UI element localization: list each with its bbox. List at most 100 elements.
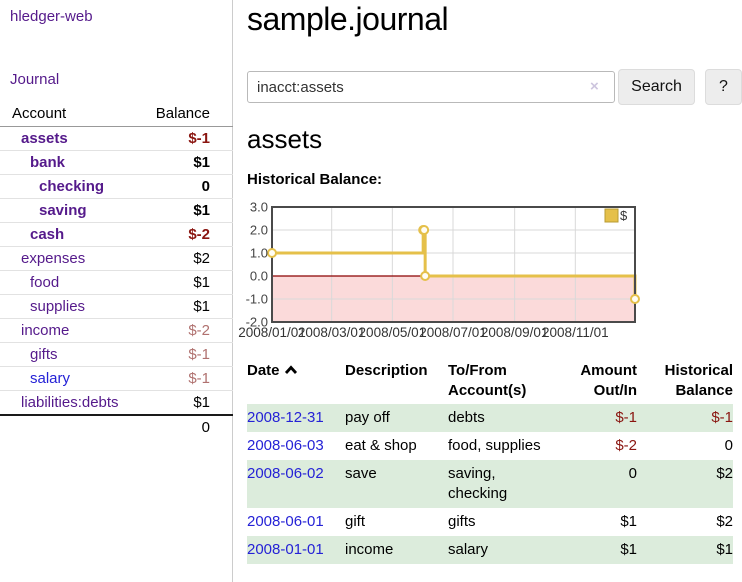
x-axis-tick-label: 2008/07/01 <box>419 325 487 340</box>
account-link[interactable]: bank <box>30 154 66 171</box>
register-accounts: debts <box>448 409 485 426</box>
register-description: eat & shop <box>345 437 417 454</box>
sidebar: hledger-web Journal Account Balance asse… <box>0 0 233 582</box>
account-link[interactable]: food <box>30 274 60 291</box>
data-point <box>420 271 431 281</box>
register-accounts: gifts <box>448 513 476 530</box>
legend-swatch <box>604 208 619 223</box>
register-header-date-label: Date <box>247 362 280 379</box>
x-axis-tick-label: 2008/03/01 <box>298 325 366 340</box>
register-amount: $-1 <box>615 409 637 426</box>
brand-link[interactable]: hledger-web <box>10 8 93 25</box>
accounts-table: Account Balance assets $-1 bank $1 checking 0… <box>0 103 233 439</box>
x-axis-tick-label: 2008/05/01 <box>359 325 427 340</box>
search-button[interactable]: Search <box>618 69 695 105</box>
register-description: pay off <box>345 409 390 426</box>
register-accounts: food, supplies <box>448 437 541 454</box>
account-row: food $1 <box>0 270 233 295</box>
register-row: 2008-06-01 gift gifts $1 $2 <box>247 508 733 536</box>
register-date-link[interactable]: 2008-01-01 <box>247 541 324 558</box>
account-row: salary $-1 <box>0 366 233 391</box>
plot-border <box>271 206 636 323</box>
accounts-header-account: Account <box>0 103 133 127</box>
account-row: cash $-2 <box>0 222 233 247</box>
accounts-header-row: Account Balance <box>0 103 233 127</box>
register-amount: 0 <box>628 465 637 482</box>
register-description: gift <box>345 513 366 530</box>
account-row: expenses $2 <box>0 246 233 271</box>
account-row: gifts $-1 <box>0 342 233 367</box>
register-row: 2008-06-03 eat & shop food, supplies $-2 0 <box>247 432 733 460</box>
account-row: supplies $1 <box>0 294 233 319</box>
register-balance: $1 <box>716 541 733 558</box>
register-row: 2008-01-01 income salary $1 $1 <box>247 536 733 564</box>
register-header-balance[interactable]: Historical Balance <box>664 362 733 399</box>
legend-label: $ <box>620 208 628 223</box>
accounts-total-row: 0 <box>0 414 233 439</box>
register-amount: $1 <box>620 513 637 530</box>
account-row: income $-2 <box>0 318 233 343</box>
main-content: sample.journal × Search ? assets Histori… <box>238 0 742 582</box>
account-balance: $-1 <box>133 342 233 367</box>
x-axis-tick-label: 2008/01/01 <box>238 325 306 340</box>
register-balance: $2 <box>716 465 733 482</box>
y-axis-tick-label: -2.0 <box>246 315 268 330</box>
account-link[interactable]: expenses <box>21 250 86 267</box>
account-balance: $-2 <box>133 222 233 247</box>
x-axis-tick-label: 2008/11/01 <box>542 325 609 340</box>
sidebar-item-journal[interactable]: Journal <box>10 71 60 88</box>
search-input[interactable] <box>247 71 615 103</box>
register-row: 2008-12-31 pay off debts $-1 $-1 <box>247 404 733 432</box>
y-axis-tick-label: 2.0 <box>250 223 268 238</box>
register-accounts: salary <box>448 541 489 558</box>
historical-balance-chart: $3.0 2.0 1.0 0.0 -1.0 -2.0 2008/01/01 2008/03/0… <box>238 199 742 347</box>
y-axis-tick-label: 1.0 <box>250 246 268 261</box>
account-link[interactable]: assets <box>21 130 68 147</box>
account-balance: $-2 <box>133 318 233 343</box>
register-balance: $2 <box>716 513 733 530</box>
y-axis-tick-label: 3.0 <box>250 200 268 215</box>
account-balance: 0 <box>133 174 233 199</box>
account-link[interactable]: income <box>21 322 70 339</box>
help-button[interactable]: ? <box>705 69 742 105</box>
account-link[interactable]: supplies <box>30 298 86 315</box>
account-link[interactable]: gifts <box>30 346 58 363</box>
register-date-link[interactable]: 2008-06-01 <box>247 513 324 530</box>
register-table: Date Description To/From Account(s) Amou… <box>247 358 733 564</box>
register-date-link[interactable]: 2008-12-31 <box>247 409 324 426</box>
account-link[interactable]: liabilities:debts <box>21 394 119 411</box>
account-balance: $1 <box>133 294 233 319</box>
register-date-link[interactable]: 2008-06-02 <box>247 465 324 482</box>
search-form: × Search ? <box>247 69 742 105</box>
register-header-row: Date Description To/From Account(s) Amou… <box>247 358 733 404</box>
y-axis-tick-label: -1.0 <box>246 292 268 307</box>
x-axis-tick-label: 2008/09/01 <box>481 325 549 340</box>
register-header-description[interactable]: Description <box>345 362 428 379</box>
account-link[interactable]: checking <box>39 178 105 195</box>
register-accounts: saving, checking <box>448 465 508 502</box>
page-title: sample.journal <box>247 1 449 37</box>
clear-search-icon[interactable]: × <box>590 78 599 95</box>
register-header-accounts[interactable]: To/From Account(s) <box>448 362 527 399</box>
account-balance: $1 <box>133 270 233 295</box>
register-amount: $-2 <box>615 437 637 454</box>
account-row: assets $-1 <box>0 127 233 151</box>
data-point <box>630 294 640 304</box>
account-balance: $-1 <box>133 366 233 391</box>
register-description: save <box>345 465 377 482</box>
register-header-date[interactable]: Date <box>247 358 345 404</box>
account-link[interactable]: salary <box>30 370 71 387</box>
account-balance: $1 <box>133 150 233 175</box>
account-row: saving $1 <box>0 198 233 223</box>
account-link[interactable]: saving <box>39 202 87 219</box>
account-link[interactable]: cash <box>30 226 65 243</box>
register-description: income <box>345 541 394 558</box>
sort-ascending-icon <box>284 365 297 374</box>
data-point <box>267 248 277 258</box>
account-balance: $2 <box>133 246 233 271</box>
register-header-amount[interactable]: Amount Out/In <box>580 362 637 399</box>
register-date-link[interactable]: 2008-06-03 <box>247 437 324 454</box>
register-balance: 0 <box>724 437 733 454</box>
register-row: 2008-06-02 save saving, checking 0 $2 <box>247 460 733 508</box>
